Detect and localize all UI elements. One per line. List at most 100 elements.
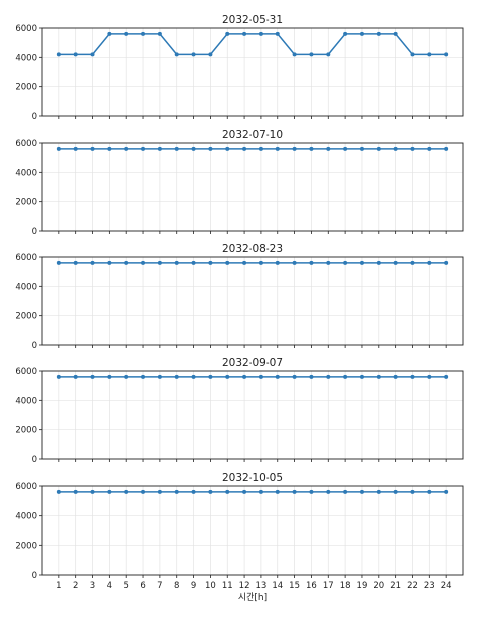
y-tick-label: 2000	[15, 312, 37, 322]
data-point	[124, 260, 129, 265]
x-tick-label: 23	[424, 581, 435, 591]
data-point	[376, 260, 381, 265]
data-point	[124, 489, 129, 494]
data-point	[275, 489, 280, 494]
x-tick-label: 6	[140, 581, 145, 591]
data-point	[258, 146, 263, 151]
data-point	[107, 260, 112, 265]
data-point	[376, 489, 381, 494]
x-tick-label: 22	[407, 581, 418, 591]
data-point	[275, 31, 280, 36]
data-point	[191, 374, 196, 379]
y-tick-label: 4000	[15, 53, 37, 63]
data-point	[410, 146, 415, 151]
data-point	[225, 31, 230, 36]
x-tick-label: 18	[340, 581, 351, 591]
data-point	[191, 146, 196, 151]
data-point	[275, 374, 280, 379]
data-point	[359, 146, 364, 151]
x-tick-label: 14	[272, 581, 283, 591]
data-point	[56, 260, 61, 265]
data-point	[444, 146, 449, 151]
axes-frame	[41, 256, 464, 346]
data-point	[258, 374, 263, 379]
data-point	[309, 260, 314, 265]
subplot-title: 2032-07-10	[222, 129, 283, 141]
x-tick-label: 10	[205, 581, 216, 591]
x-tick-label: 17	[323, 581, 334, 591]
data-point	[444, 374, 449, 379]
data-point	[90, 489, 95, 494]
data-point	[258, 260, 263, 265]
x-tick-label: 9	[191, 581, 196, 591]
data-point	[359, 260, 364, 265]
data-point	[141, 146, 146, 151]
y-tick-label: 2000	[15, 426, 37, 436]
data-point	[309, 489, 314, 494]
data-point	[73, 146, 78, 151]
data-point	[107, 374, 112, 379]
data-point	[157, 374, 162, 379]
x-axis-label: 시간[h]	[238, 592, 267, 603]
y-tick-label: 2000	[15, 541, 37, 551]
data-point	[174, 374, 179, 379]
data-point	[393, 489, 398, 494]
data-point	[343, 31, 348, 36]
data-point	[141, 31, 146, 36]
data-point	[191, 260, 196, 265]
series-line	[58, 33, 447, 56]
y-tick-label: 4000	[15, 512, 37, 522]
data-point	[191, 489, 196, 494]
data-point	[359, 374, 364, 379]
data-point	[107, 146, 112, 151]
data-point	[242, 260, 247, 265]
x-tick-label: 24	[441, 581, 452, 591]
data-point	[410, 489, 415, 494]
data-point	[124, 146, 129, 151]
x-tick-label: 13	[256, 581, 267, 591]
x-tick-label: 11	[222, 581, 233, 591]
data-point	[157, 146, 162, 151]
data-point	[208, 146, 213, 151]
axes-frame	[41, 485, 464, 576]
y-tick-label: 0	[32, 112, 37, 122]
subplot-1: 2032-05-31 0 2000 4000 6000	[15, 14, 464, 122]
data-point	[292, 260, 297, 265]
data-point	[208, 52, 213, 57]
x-tick-label: 19	[357, 581, 368, 591]
data-point	[208, 374, 213, 379]
data-point	[157, 260, 162, 265]
x-tick-label: 5	[123, 581, 128, 591]
y-tick-label: 0	[32, 455, 37, 465]
data-point	[309, 52, 314, 57]
axes-frame	[41, 370, 464, 460]
data-point	[225, 146, 230, 151]
data-point	[225, 374, 230, 379]
data-point	[359, 31, 364, 36]
subplot-2: 2032-07-10 0 2000 4000 6000	[15, 129, 464, 237]
subplot-title: 2032-05-31	[222, 14, 283, 26]
subplot-title: 2032-09-07	[222, 357, 283, 369]
data-point	[427, 489, 432, 494]
data-point	[343, 489, 348, 494]
x-tick-label: 8	[174, 581, 179, 591]
y-tick-label: 6000	[15, 367, 37, 377]
data-point	[410, 374, 415, 379]
data-point	[393, 260, 398, 265]
data-point	[376, 146, 381, 151]
data-point	[376, 31, 381, 36]
x-tick-label: 3	[90, 581, 95, 591]
data-point	[157, 489, 162, 494]
data-point	[141, 374, 146, 379]
y-tick-label: 0	[32, 341, 37, 351]
data-point	[225, 489, 230, 494]
data-point	[343, 260, 348, 265]
data-point	[90, 52, 95, 57]
y-tick-label: 2000	[15, 83, 37, 93]
data-point	[326, 374, 331, 379]
subplot-title: 2032-10-05	[222, 472, 283, 484]
data-point	[157, 31, 162, 36]
data-point	[410, 52, 415, 57]
